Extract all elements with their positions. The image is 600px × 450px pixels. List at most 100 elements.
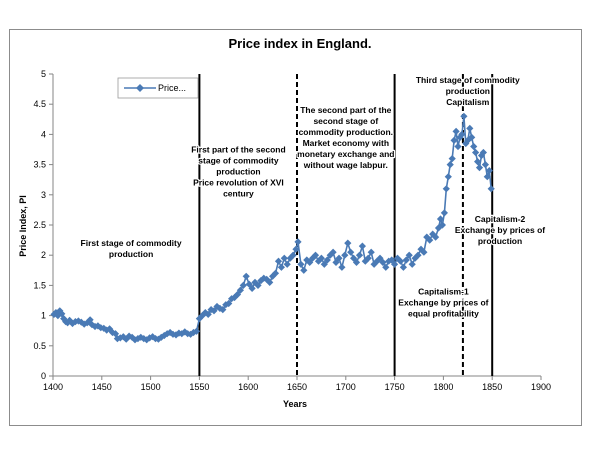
- data-point: [335, 254, 343, 262]
- data-point: [311, 251, 320, 259]
- data-point: [420, 248, 428, 256]
- data-point: [436, 215, 445, 223]
- legend-marker-icon: [136, 84, 144, 92]
- x-tick-label: 1600: [238, 382, 258, 392]
- data-point: [485, 167, 493, 175]
- data-point: [487, 185, 495, 193]
- annotation-line: First part of the second: [191, 144, 285, 154]
- data-point: [111, 330, 120, 338]
- data-point: [225, 299, 233, 308]
- chart-title: Price index in England.: [228, 36, 371, 51]
- data-point: [94, 322, 102, 330]
- x-tick-label: 1650: [287, 382, 307, 392]
- data-point: [242, 272, 250, 280]
- data-point: [470, 142, 478, 151]
- data-point: [479, 148, 487, 157]
- data-point: [292, 245, 300, 253]
- annotation-line: Exchange by prices of: [398, 297, 488, 307]
- chart-frame: [9, 29, 582, 426]
- x-tick-label: 1800: [433, 382, 453, 392]
- annotation-line: Exchange by prices of: [455, 225, 545, 235]
- data-point: [411, 254, 419, 262]
- data-point: [338, 263, 346, 271]
- data-point: [58, 310, 66, 318]
- data-point: [450, 136, 458, 144]
- data-point: [254, 281, 262, 289]
- x-tick-label: 1450: [92, 382, 112, 392]
- data-point: [402, 256, 410, 264]
- y-tick-label: 3: [41, 190, 46, 200]
- data-point: [134, 335, 142, 343]
- x-axis-title: Years: [283, 399, 307, 409]
- data-point: [458, 130, 466, 138]
- data-point: [370, 260, 378, 268]
- y-tick-label: 3.5: [33, 160, 46, 170]
- annotation-line: Third stage of commodity: [416, 75, 520, 85]
- y-tick-label: 1: [41, 311, 46, 321]
- data-point: [382, 263, 390, 271]
- y-tick-label: 2.5: [33, 220, 46, 230]
- data-point: [219, 306, 227, 314]
- annotation-line: Capitalism-2: [475, 214, 526, 224]
- data-point: [414, 251, 422, 259]
- x-tick-label: 1500: [141, 382, 161, 392]
- annotation-line: The second part of the: [300, 105, 391, 115]
- data-point: [464, 136, 472, 144]
- data-point: [128, 333, 136, 341]
- data-point: [399, 263, 407, 271]
- annotation-line: stage of commodity: [198, 155, 279, 165]
- y-tick-label: 4.5: [33, 99, 46, 109]
- annotation-line: production: [216, 166, 260, 176]
- data-point: [195, 315, 203, 323]
- stage-dividers: [198, 74, 494, 376]
- data-point: [391, 260, 399, 268]
- data-point: [300, 266, 308, 274]
- data-point: [388, 256, 396, 264]
- data-point: [228, 295, 236, 303]
- data-point: [326, 251, 334, 259]
- data-point: [320, 260, 328, 268]
- data-point: [474, 158, 482, 166]
- data-point: [106, 325, 114, 333]
- data-point: [379, 258, 387, 266]
- y-tick-label: 4: [41, 129, 46, 139]
- data-point: [116, 334, 124, 342]
- data-point: [113, 335, 121, 343]
- data-point: [239, 281, 247, 289]
- data-point: [207, 306, 215, 314]
- y-tick-label: 0: [41, 371, 46, 381]
- annotation-line: without wage labpur.: [303, 160, 388, 170]
- data-point: [440, 209, 448, 217]
- data-point: [475, 164, 484, 172]
- data-point: [466, 124, 474, 132]
- data-point: [289, 251, 297, 259]
- data-point: [140, 335, 148, 343]
- annotation-line: second stage of: [313, 116, 378, 126]
- data-point: [86, 316, 94, 324]
- data-point: [460, 112, 468, 120]
- data-point: [66, 316, 74, 324]
- data-point: [344, 239, 352, 247]
- legend: Price...: [117, 77, 199, 99]
- data-point: [323, 256, 331, 264]
- data-point: [263, 275, 271, 283]
- y-tick-label: 0.5: [33, 341, 46, 351]
- data-point: [472, 148, 480, 157]
- data-point: [122, 335, 130, 343]
- data-point: [50, 310, 58, 318]
- data-point: [396, 257, 405, 265]
- data-point: [306, 258, 314, 266]
- data-point: [269, 272, 277, 280]
- annotation-line: First stage of commodity: [81, 238, 182, 248]
- data-point: [283, 260, 291, 268]
- data-point: [54, 312, 62, 320]
- data-point: [100, 324, 108, 332]
- data-point: [294, 238, 302, 246]
- data-point: [483, 173, 491, 181]
- data-point: [446, 161, 454, 169]
- data-point: [468, 133, 476, 141]
